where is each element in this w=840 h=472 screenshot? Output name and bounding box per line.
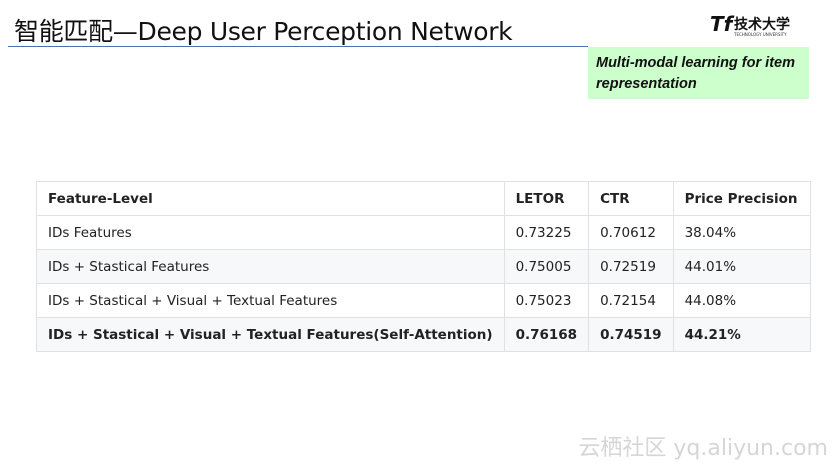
cell-price-precision: 44.01% xyxy=(672,249,811,284)
cell-ctr: 0.72519 xyxy=(588,249,674,284)
cell-feature: IDs + Stastical + Visual + Textual Featu… xyxy=(36,317,505,352)
table-row-best: IDs + Stastical + Visual + Textual Featu… xyxy=(36,317,811,352)
university-logo: Tf 技术大学 TECHNOLOGY UNIVERSITY xyxy=(710,12,810,38)
table-row: IDs + Stastical + Visual + Textual Featu… xyxy=(36,283,811,318)
header-price-precision: Price Precision xyxy=(672,181,811,216)
cell-letor: 0.73225 xyxy=(503,215,590,250)
cell-feature: IDs Features xyxy=(36,215,505,250)
cell-ctr: 0.70612 xyxy=(588,215,674,250)
cell-price-precision: 38.04% xyxy=(672,215,811,250)
cell-letor: 0.75005 xyxy=(503,249,590,284)
cell-ctr: 0.74519 xyxy=(588,317,674,352)
logo-text-cn: 技术大学 xyxy=(734,17,790,33)
header-ctr: CTR xyxy=(588,181,674,216)
cell-price-precision: 44.08% xyxy=(672,283,811,318)
title-divider xyxy=(8,46,588,47)
logo-text-en: TECHNOLOGY UNIVERSITY xyxy=(734,32,787,37)
callout-note: Multi-modal learning for item representa… xyxy=(588,47,809,99)
cell-ctr: 0.72154 xyxy=(588,283,674,318)
results-table: Feature-Level LETOR CTR Price Precision … xyxy=(36,181,811,352)
cell-price-precision: 44.21% xyxy=(672,317,811,352)
table-header: Feature-Level LETOR CTR Price Precision xyxy=(36,181,811,216)
cell-feature: IDs + Stastical + Visual + Textual Featu… xyxy=(36,283,505,318)
cell-letor: 0.76168 xyxy=(503,317,590,352)
header-feature-level: Feature-Level xyxy=(36,181,505,216)
watermark: 云栖社区 yq.aliyun.com xyxy=(578,436,828,461)
logo-mark-icon: Tf xyxy=(710,12,733,36)
table-row: IDs Features 0.73225 0.70612 38.04% xyxy=(36,215,811,250)
slide-title: 智能匹配—Deep User Perception Network xyxy=(14,17,513,46)
header-letor: LETOR xyxy=(503,181,590,216)
table-row: IDs + Stastical Features 0.75005 0.72519… xyxy=(36,249,811,284)
cell-feature: IDs + Stastical Features xyxy=(36,249,505,284)
cell-letor: 0.75023 xyxy=(503,283,590,318)
